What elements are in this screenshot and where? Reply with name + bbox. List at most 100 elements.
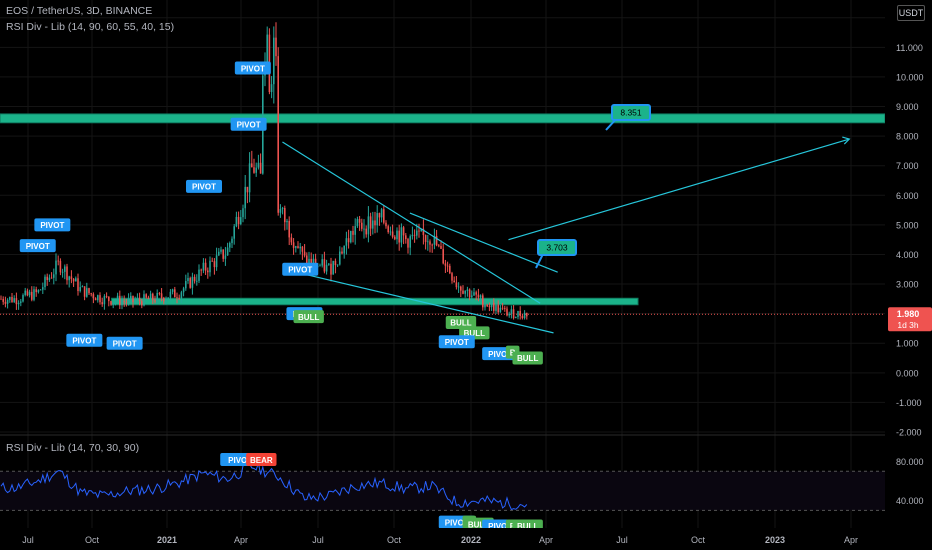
candle-body: [398, 230, 400, 243]
candle-body: [198, 269, 200, 281]
price-tick: 5.000: [896, 220, 919, 230]
candle-body: [167, 297, 169, 299]
candle-body: [92, 294, 95, 299]
candle-body: [134, 300, 136, 302]
candle-body: [290, 237, 293, 243]
candle-body: [61, 271, 64, 273]
pivot-label-text: PIVOT: [113, 339, 137, 348]
candle-body: [257, 162, 260, 168]
projection-arrow-line: [508, 138, 850, 241]
candle-body: [275, 37, 277, 57]
candle-body: [158, 293, 161, 294]
candle-body: [149, 293, 152, 300]
candle-body: [220, 249, 222, 252]
price-tick: 3.000: [896, 280, 919, 290]
rsi-line: [0, 462, 528, 511]
candle-body: [341, 251, 343, 254]
candle-body: [108, 296, 110, 302]
pivot-label-box: [19, 239, 56, 253]
candle-body: [94, 298, 97, 301]
pivot-label-text: PIVOT: [26, 242, 50, 251]
rsi-panel: PPIVOBEARPIVOTBBULLPIVOTBBULL: [0, 453, 885, 533]
candle-body: [281, 208, 284, 209]
candle-body: [295, 246, 297, 248]
pivot-label-text: PIVOT: [288, 265, 312, 274]
candle-body: [299, 246, 301, 249]
candle-body: [387, 226, 389, 233]
price-tick: 11.000: [896, 43, 923, 53]
rsi-band: [0, 471, 885, 511]
pivot-label-box: [234, 61, 271, 75]
currency-button[interactable]: USDT: [897, 5, 925, 21]
candle-body: [266, 34, 268, 64]
target-callout-box: [537, 239, 577, 256]
candle-body: [328, 263, 330, 265]
candle-body: [259, 162, 262, 174]
price-tick: 0.000: [896, 368, 919, 378]
candle-body: [28, 291, 31, 296]
candle-body: [26, 290, 29, 296]
candle-body: [312, 258, 315, 265]
candle-body: [336, 264, 339, 266]
candle-body: [319, 265, 321, 267]
candle-body: [376, 213, 378, 226]
candle-body: [488, 306, 491, 308]
candle-body: [356, 219, 359, 227]
candle-body: [288, 220, 290, 238]
pivot-label-text: PIVOT: [488, 350, 512, 359]
time-tick: Apr: [844, 535, 858, 545]
pivot-label: PIVOT: [230, 117, 267, 131]
bull-label: BULL: [512, 351, 543, 365]
trendline: [409, 212, 558, 273]
candle-body: [306, 255, 308, 265]
price-tick: 9.000: [896, 102, 919, 112]
candle-body: [79, 287, 81, 292]
bull-label-text: BULL: [298, 313, 319, 322]
candle-body: [242, 208, 244, 218]
candle-body: [413, 234, 416, 236]
time-tick: 2023: [765, 535, 785, 545]
axis-bg: [885, 0, 932, 550]
candle-body: [334, 260, 337, 266]
candle-body: [160, 293, 163, 298]
candle-body: [358, 219, 361, 223]
candle-body: [484, 304, 486, 308]
candle-body: [105, 296, 108, 297]
candle-body: [193, 276, 196, 282]
candle-body: [156, 293, 158, 302]
candle-body: [152, 293, 154, 301]
candle-body: [451, 273, 453, 281]
pivot-label: PIVOT: [19, 239, 56, 253]
candle-body: [418, 230, 420, 232]
candle-body: [253, 167, 255, 173]
candle-body: [343, 245, 345, 254]
pivot-label-text: PIVOT: [72, 336, 96, 345]
candle-body: [367, 216, 370, 235]
pivot-label: PIVOT: [438, 335, 475, 349]
candle-body: [116, 295, 119, 301]
candle-body: [310, 258, 312, 265]
candle-body: [132, 295, 134, 302]
candle-body: [196, 280, 198, 282]
resistance-callout: 8.351: [605, 104, 651, 131]
candle-body: [244, 186, 246, 209]
candle-body: [57, 260, 59, 262]
candle-body: [352, 230, 354, 235]
bull-label: BULL: [445, 316, 477, 330]
candle-body: [176, 297, 178, 299]
candle-body: [325, 264, 328, 272]
bull-label-text: BULL: [464, 329, 485, 338]
candle-body: [15, 298, 18, 305]
candle-body: [422, 228, 425, 236]
bull-label-text: BULL: [450, 319, 471, 328]
candle-body: [86, 288, 88, 297]
candle-body: [42, 287, 44, 290]
candle-body: [103, 296, 106, 305]
candle-body: [0, 298, 2, 300]
price-axis: 11.000 10.000 9.000 8.000 7.000 6.000 5.000 4.0…: [885, 0, 932, 550]
time-tick: Jul: [312, 535, 324, 545]
candle-body: [185, 280, 187, 289]
price-tick: -2.000: [896, 428, 922, 438]
arrow-head: [842, 136, 851, 145]
